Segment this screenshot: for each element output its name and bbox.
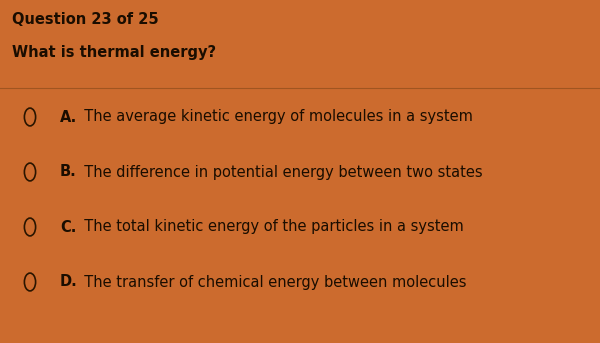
Text: The total kinetic energy of the particles in a system: The total kinetic energy of the particle… xyxy=(75,220,464,235)
Text: C.: C. xyxy=(60,220,76,235)
Text: The difference in potential energy between two states: The difference in potential energy betwe… xyxy=(75,165,482,179)
Text: A.: A. xyxy=(60,109,77,125)
Text: Question 23 of 25: Question 23 of 25 xyxy=(12,12,158,27)
Text: What is thermal energy?: What is thermal energy? xyxy=(12,45,216,60)
Text: The average kinetic energy of molecules in a system: The average kinetic energy of molecules … xyxy=(75,109,473,125)
Text: The transfer of chemical energy between molecules: The transfer of chemical energy between … xyxy=(75,274,467,289)
Text: B.: B. xyxy=(60,165,77,179)
Text: D.: D. xyxy=(60,274,78,289)
